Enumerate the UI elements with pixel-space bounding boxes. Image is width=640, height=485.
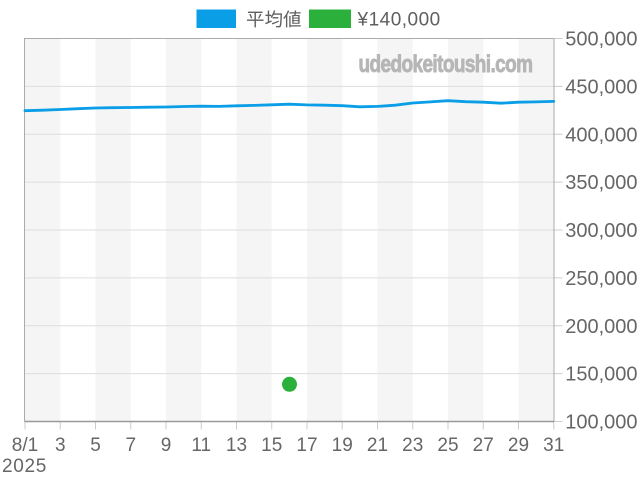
- svg-text:udedokeitoushi.com: udedokeitoushi.com: [359, 50, 533, 78]
- svg-text:250,000: 250,000: [565, 268, 637, 290]
- svg-text:2025: 2025: [2, 456, 47, 477]
- svg-text:8/1: 8/1: [12, 435, 38, 456]
- svg-text:13: 13: [226, 435, 247, 456]
- svg-text:29: 29: [508, 435, 529, 456]
- svg-text:25: 25: [437, 435, 458, 456]
- svg-text:17: 17: [296, 435, 317, 456]
- svg-text:9: 9: [161, 435, 172, 456]
- svg-text:¥140,000: ¥140,000: [357, 10, 441, 31]
- svg-text:3: 3: [55, 435, 66, 456]
- svg-text:300,000: 300,000: [565, 220, 637, 242]
- svg-text:31: 31: [543, 435, 564, 456]
- svg-text:19: 19: [332, 435, 353, 456]
- svg-text:200,000: 200,000: [565, 316, 637, 338]
- svg-text:500,000: 500,000: [565, 29, 637, 51]
- svg-text:21: 21: [367, 435, 388, 456]
- svg-text:150,000: 150,000: [565, 364, 637, 386]
- svg-text:100,000: 100,000: [565, 412, 637, 434]
- svg-text:11: 11: [191, 435, 211, 456]
- svg-text:23: 23: [402, 435, 423, 456]
- svg-text:450,000: 450,000: [565, 76, 637, 98]
- svg-text:350,000: 350,000: [565, 172, 637, 194]
- svg-text:7: 7: [125, 435, 136, 456]
- svg-text:400,000: 400,000: [565, 124, 637, 146]
- svg-text:27: 27: [473, 435, 494, 456]
- svg-text:5: 5: [90, 435, 101, 456]
- svg-text:15: 15: [261, 435, 282, 456]
